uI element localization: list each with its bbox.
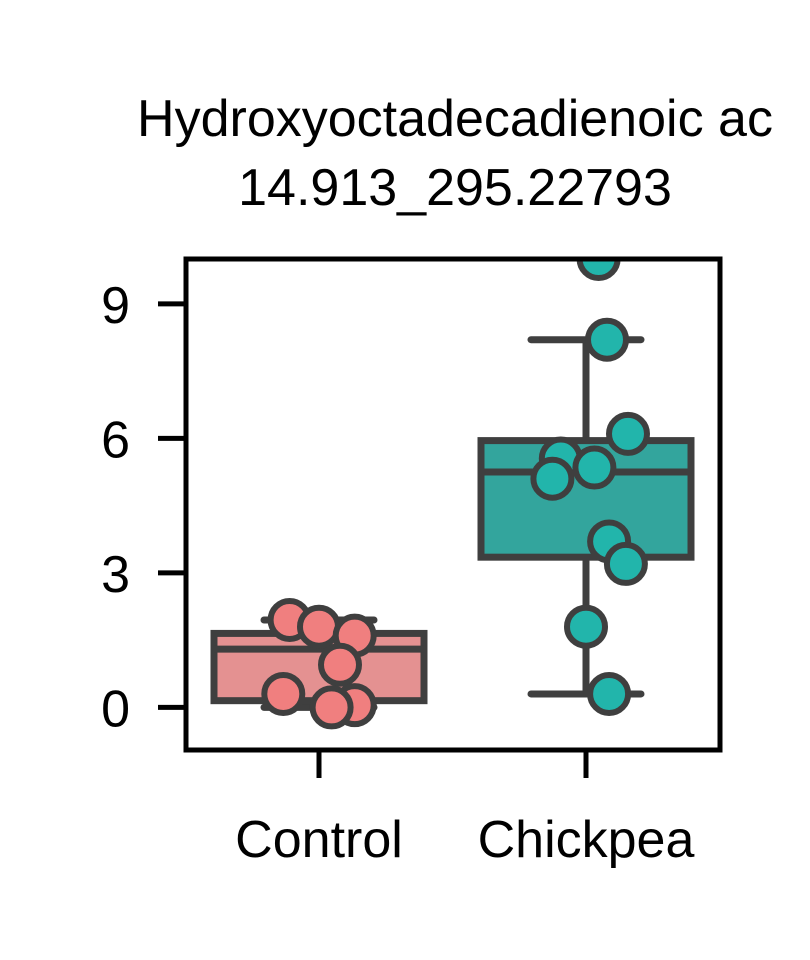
y-tick-label: 9 — [101, 277, 130, 335]
chart-title-line-2: 14.913_295.22793 — [238, 159, 672, 217]
data-point-control — [309, 685, 354, 730]
chart-title-line-1: Hydroxyoctadecadienoic ac — [137, 90, 773, 148]
data-point-chickpea — [572, 445, 617, 490]
data-point-control — [261, 671, 306, 716]
data-point-chickpea — [564, 604, 608, 649]
data-point-chickpea — [606, 411, 650, 456]
y-tick-label: 3 — [101, 546, 130, 604]
data-point-control — [318, 642, 362, 687]
data-point-control — [297, 604, 341, 649]
y-tick-label: 6 — [101, 411, 130, 469]
data-points — [261, 259, 650, 730]
data-point-chickpea — [530, 456, 575, 501]
x-tick-label-control: Control — [235, 811, 403, 869]
data-point-chickpea — [585, 317, 629, 362]
plot-frame — [183, 256, 723, 753]
y-tick-label: 0 — [101, 680, 130, 738]
data-point-chickpea — [576, 259, 621, 281]
data-point-chickpea — [587, 671, 632, 716]
data-point-chickpea — [603, 541, 648, 586]
x-tick-label-chickpea: Chickpea — [478, 811, 695, 869]
